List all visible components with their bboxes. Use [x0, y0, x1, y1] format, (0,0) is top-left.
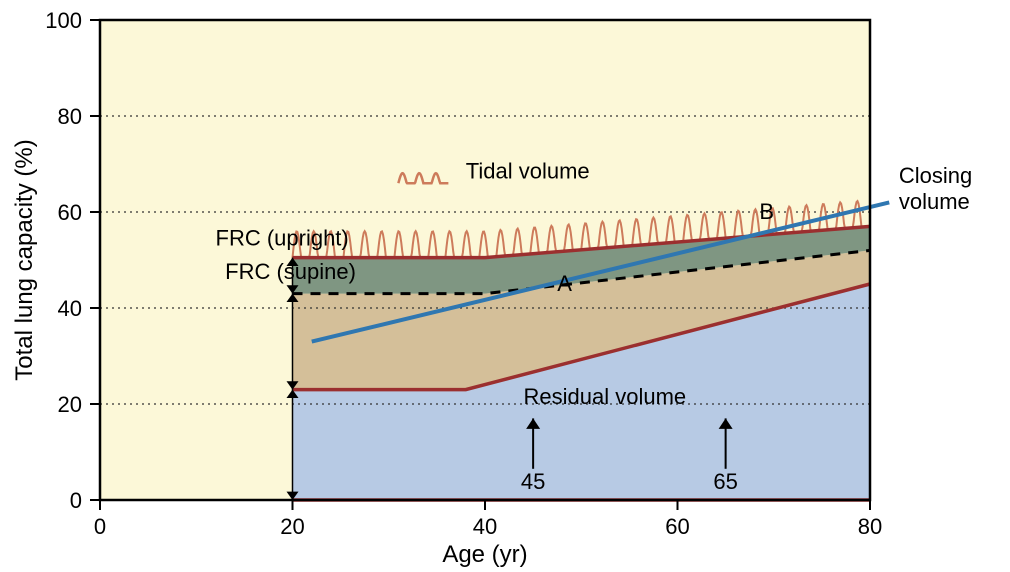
lung-capacity-chart: 45 65 0 20 40 60 80 0 20 40 60 80 100 Age (yr) Total l…	[0, 0, 1010, 572]
x-tick-label: 20	[280, 514, 304, 539]
age-arrow-label: 45	[521, 469, 545, 494]
label-residual: Residual volume	[524, 384, 687, 409]
x-tick-label: 0	[94, 514, 106, 539]
label-B: B	[759, 199, 774, 224]
y-tick-label: 0	[70, 488, 82, 513]
y-tick-label: 60	[58, 200, 82, 225]
age-arrow-label: 65	[713, 469, 737, 494]
y-tick-label: 20	[58, 392, 82, 417]
y-tick-label: 80	[58, 104, 82, 129]
label-closing: Closing	[899, 163, 972, 188]
y-tick-label: 40	[58, 296, 82, 321]
label-tidal_legend: Tidal volume	[466, 158, 590, 183]
x-tick-label: 40	[473, 514, 497, 539]
label-frc_supine: FRC (supine)	[225, 259, 356, 284]
y-tick-label: 100	[45, 8, 82, 33]
label-A: A	[557, 271, 572, 296]
x-tick-label: 80	[858, 514, 882, 539]
y-axis-label: Total lung capacity (%)	[11, 139, 38, 380]
label-frc_upright: FRC (upright)	[216, 226, 349, 251]
chart-svg: 45 65 0 20 40 60 80 0 20 40 60 80 100 Age (yr) Total l…	[0, 0, 1010, 572]
label-closing: volume	[899, 189, 970, 214]
x-axis-label: Age (yr)	[442, 541, 527, 568]
x-tick-label: 60	[665, 514, 689, 539]
